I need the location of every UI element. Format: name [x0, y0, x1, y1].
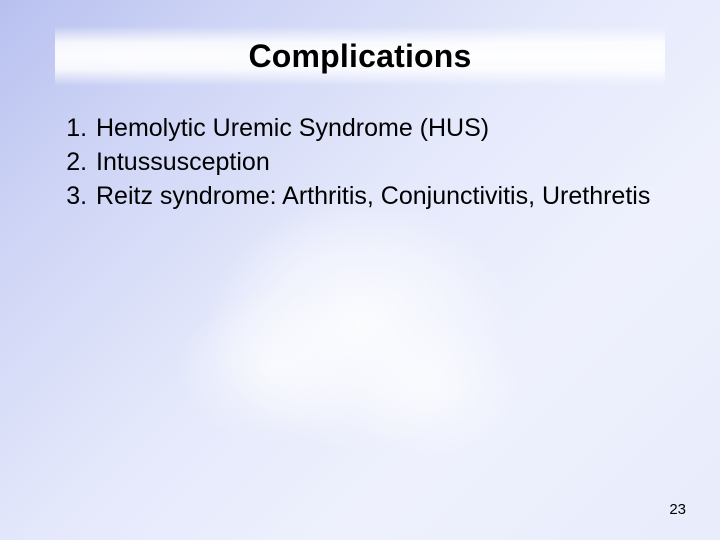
complications-list: Hemolytic Uremic Syndrome (HUS) Intussus… [52, 112, 662, 212]
list-item: Hemolytic Uremic Syndrome (HUS) [94, 112, 662, 144]
slide: Complications Hemolytic Uremic Syndrome … [0, 0, 720, 540]
page-number: 23 [669, 501, 686, 518]
slide-title: Complications [248, 38, 471, 75]
slide-body: Hemolytic Uremic Syndrome (HUS) Intussus… [52, 112, 662, 214]
title-band: Complications [55, 26, 665, 86]
list-item: Reitz syndrome: Arthritis, Conjunctiviti… [94, 180, 662, 212]
list-item: Intussusception [94, 146, 662, 178]
